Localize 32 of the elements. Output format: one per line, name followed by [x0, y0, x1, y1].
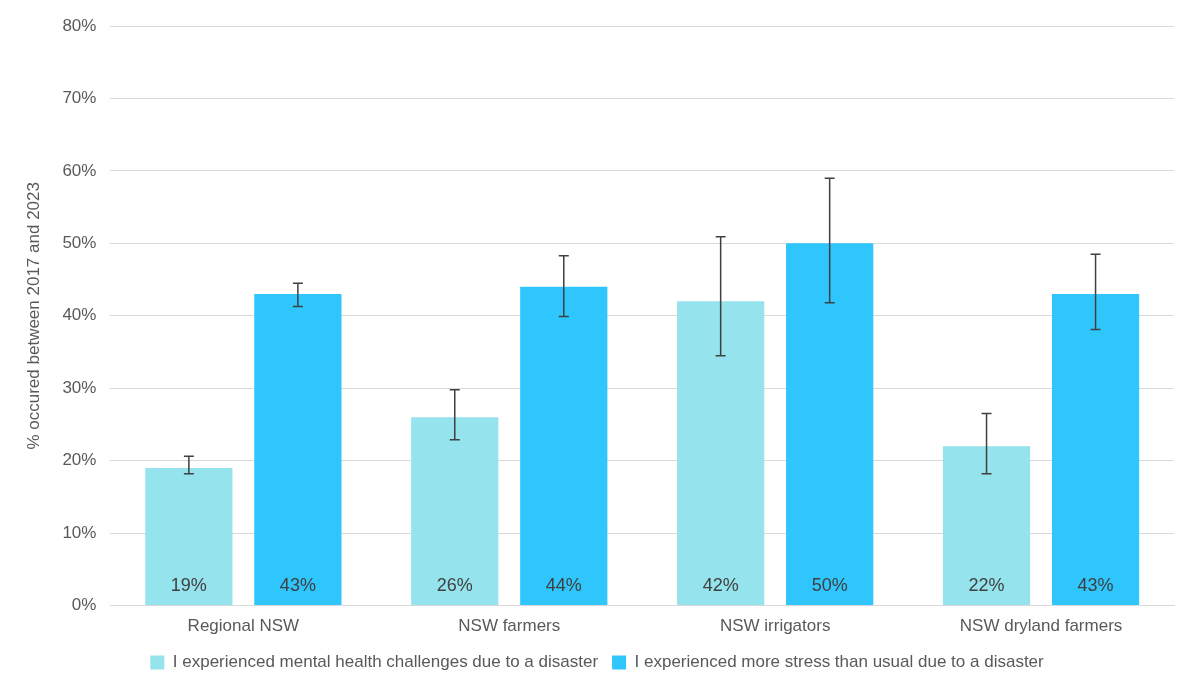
bar [520, 286, 608, 606]
y-tick-label: 50% [62, 233, 97, 253]
y-tick-label: 20% [62, 450, 97, 470]
y-tick-label: 10% [62, 522, 97, 542]
y-tick-label: 30% [62, 377, 97, 397]
y-axis-title: % occured between 2017 and 2023 [23, 182, 43, 450]
data-label: 26% [436, 574, 473, 595]
data-label: 44% [545, 574, 582, 595]
data-label: 50% [811, 574, 848, 595]
legend-label: I experienced more stress than usual due to a disaster [634, 652, 1045, 672]
bar [411, 417, 499, 606]
x-tick-label: NSW irrigators [719, 616, 831, 636]
x-tick-label: NSW farmers [458, 616, 561, 636]
bar [942, 446, 1031, 606]
y-tick-label: 80% [62, 15, 97, 35]
y-tick-label: 0% [71, 595, 97, 615]
y-tick-label: 60% [62, 160, 97, 180]
bar [254, 294, 342, 606]
bar [677, 301, 765, 606]
bar [1051, 294, 1140, 606]
data-label: 43% [279, 574, 316, 595]
y-tick-label: 40% [62, 305, 97, 325]
bar [786, 243, 874, 606]
data-label: 19% [170, 574, 207, 595]
data-label: 43% [1077, 574, 1114, 595]
x-tick-label: Regional NSW [187, 616, 300, 636]
y-tick-label: 70% [62, 88, 97, 108]
data-label: 42% [702, 574, 739, 595]
data-label: 22% [968, 574, 1005, 595]
x-tick-label: NSW dryland farmers [959, 616, 1123, 636]
bar [145, 467, 233, 606]
legend-label: I experienced mental health challenges due to a disaster [172, 652, 599, 672]
